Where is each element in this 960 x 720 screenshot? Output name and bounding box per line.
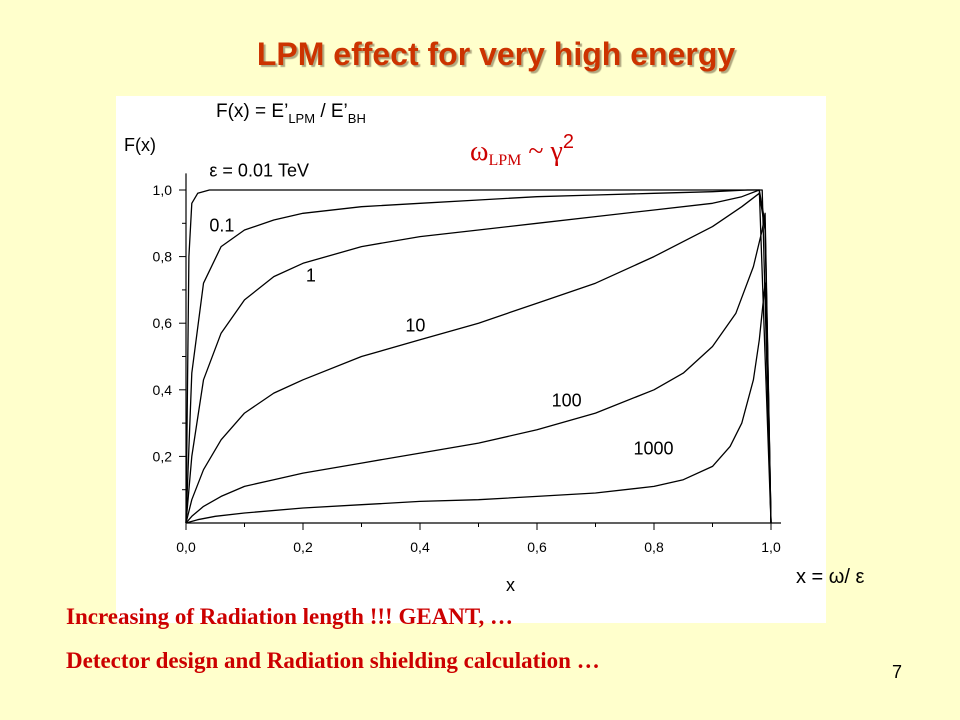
gamma-exponent: 2 xyxy=(563,131,574,153)
omega-symbol: ω xyxy=(470,136,488,167)
formula-sub-lpm: LPM xyxy=(288,111,315,126)
y-tick-label: 0,4 xyxy=(153,382,173,398)
slide-title: LPM effect for very high energy xyxy=(256,36,736,72)
formula-prefix: F(x) = E’ xyxy=(216,101,288,122)
x-tick-label: 0,6 xyxy=(527,539,547,555)
series-label-1: 0.1 xyxy=(209,216,234,236)
series-line-5 xyxy=(185,282,772,524)
x-tick-label: 0,8 xyxy=(644,539,664,555)
y-tick-label: 0,2 xyxy=(153,448,173,464)
chart-panel: F(x) = E’LPM / E’BH ωLPM ~ γ2 F(x) x 0,0… xyxy=(116,96,826,623)
note-radiation-length: Increasing of Radiation length !!! GEANT… xyxy=(66,604,514,629)
page-number: 7 xyxy=(892,662,903,682)
lpm-chart: F(x) = E’LPM / E’BH ωLPM ~ γ2 F(x) x 0,0… xyxy=(124,101,781,595)
y-tick-label: 0,8 xyxy=(153,249,173,265)
series-line-0 xyxy=(185,189,772,524)
series-label-3: 10 xyxy=(405,316,425,336)
x-tick-label: 0,2 xyxy=(293,539,313,555)
x-tick-label: 1,0 xyxy=(761,539,781,555)
y-axis-label: F(x) xyxy=(124,135,156,155)
formula-sub-bh: BH xyxy=(348,111,366,126)
series-line-4 xyxy=(185,212,772,524)
formula-label: F(x) = E’LPM / E’BH xyxy=(216,101,366,126)
y-tick-label: 1,0 xyxy=(153,182,173,198)
series-label-0: ε = 0.01 TeV xyxy=(209,161,309,181)
y-tick-label: 0,6 xyxy=(153,315,173,331)
x-axis-label: x xyxy=(506,575,515,595)
series-label-4: 100 xyxy=(552,390,582,410)
x-tick-label: 0,0 xyxy=(176,539,196,555)
formula-mid: / E’ xyxy=(315,101,348,122)
series-line-2 xyxy=(185,189,772,524)
series-label-5: 1000 xyxy=(634,439,674,459)
series-line-1 xyxy=(185,189,772,524)
series-line-3 xyxy=(185,192,772,524)
scaling-rest: ~ γ xyxy=(521,136,563,167)
omega-subscript: LPM xyxy=(488,152,521,169)
x-tick-label: 0,4 xyxy=(410,539,430,555)
x-definition-label: x = ω/ ε xyxy=(796,566,865,588)
series-label-2: 1 xyxy=(306,266,316,286)
lpm-scaling-relation: ωLPM ~ γ2 xyxy=(470,131,574,169)
note-detector-design: Detector design and Radiation shielding … xyxy=(66,648,600,673)
